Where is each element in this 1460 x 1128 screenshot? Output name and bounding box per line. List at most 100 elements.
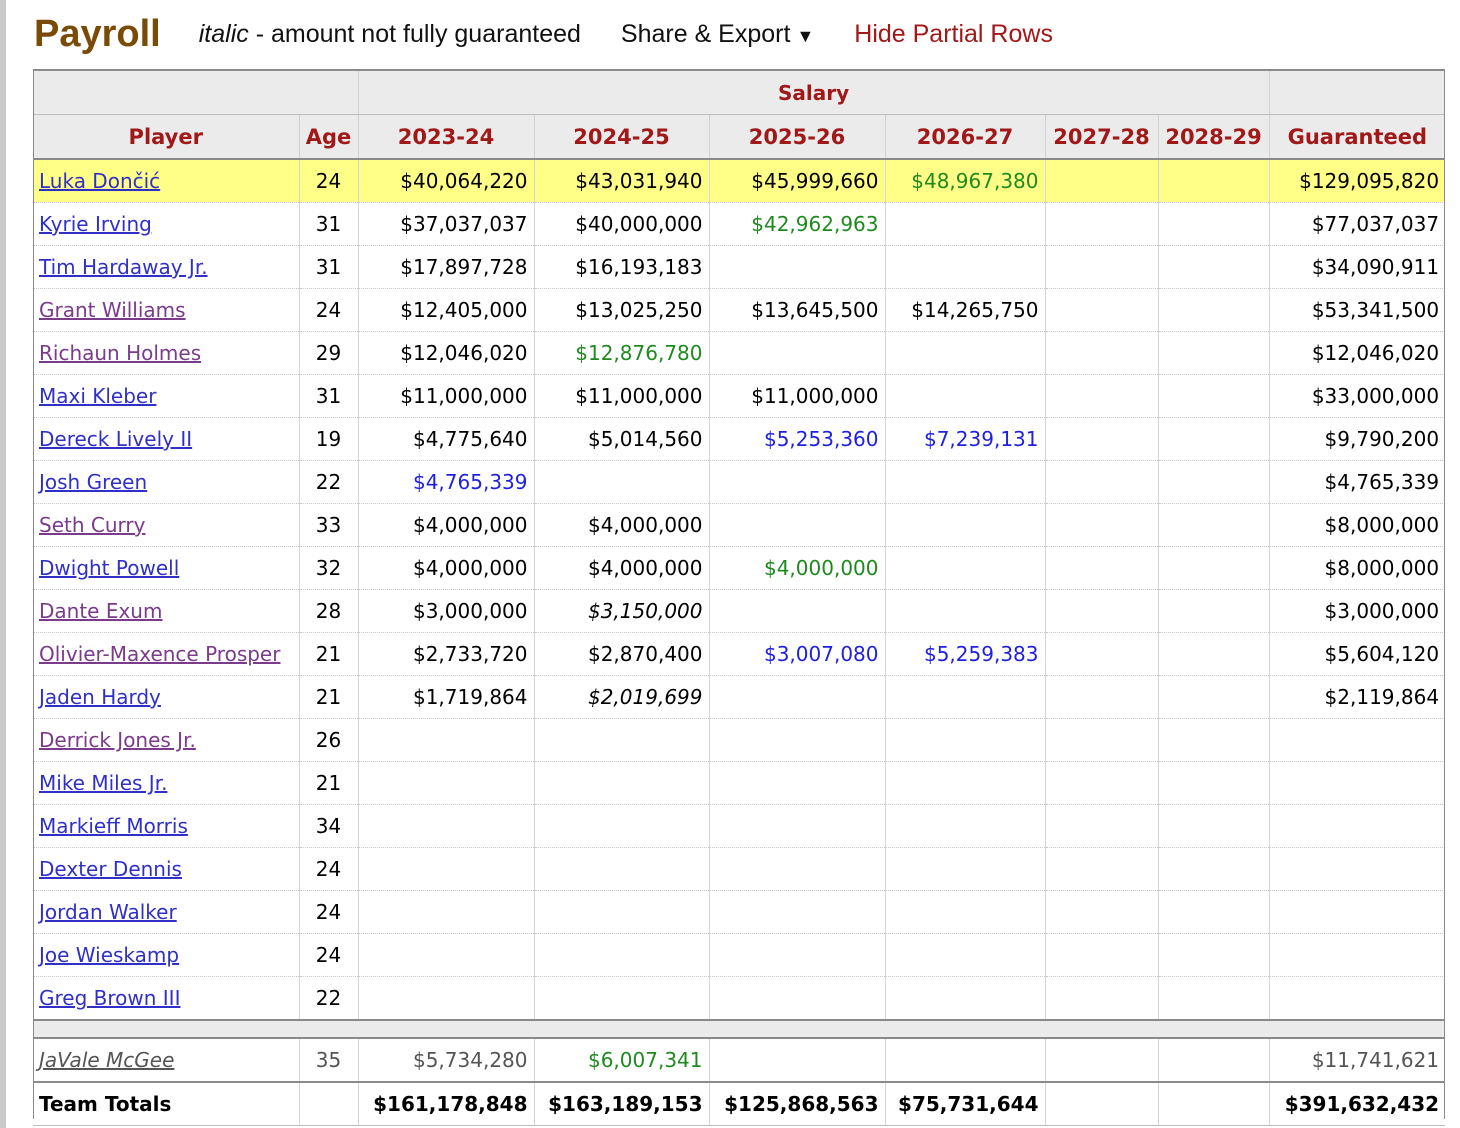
player-link[interactable]: Jordan Walker xyxy=(39,900,177,924)
age-cell: 21 xyxy=(299,675,359,719)
age-cell: 24 xyxy=(299,890,359,934)
salary-group-header: Salary xyxy=(357,69,1270,115)
salary-cell xyxy=(358,804,535,848)
player-link[interactable]: Dereck Lively II xyxy=(39,427,193,451)
player-link[interactable]: Mike Miles Jr. xyxy=(39,771,168,795)
age-cell: 19 xyxy=(299,417,359,461)
table-row: Dexter Dennis 24 xyxy=(33,847,1446,891)
salary-cell xyxy=(1045,374,1159,418)
salary-cell xyxy=(1045,589,1159,633)
salary-cell: $2,019,699 xyxy=(534,675,710,719)
table-row: Dwight Powell 32 $4,000,000 $4,000,000 $… xyxy=(33,546,1446,590)
player-link[interactable]: Seth Curry xyxy=(39,513,146,537)
over-header-blank xyxy=(33,69,359,115)
table-row: Greg Brown III 22 xyxy=(33,976,1446,1021)
col-header-2027-28[interactable]: 2027-28 xyxy=(1045,114,1159,160)
salary-cell xyxy=(1045,417,1159,461)
salary-cell: $4,000,000 xyxy=(534,503,710,547)
player-link[interactable]: Kyrie Irving xyxy=(39,212,152,236)
player-link[interactable]: Greg Brown III xyxy=(39,986,181,1010)
salary-cell xyxy=(709,804,886,848)
salary-cell xyxy=(1158,718,1270,762)
table-row: Grant Williams 24 $12,405,000 $13,025,25… xyxy=(33,288,1446,332)
player-link[interactable]: Markieff Morris xyxy=(39,814,188,838)
guaranteed-cell xyxy=(1269,890,1446,934)
salary-cell xyxy=(1045,718,1159,762)
guaranteed-cell: $77,037,037 xyxy=(1269,202,1446,246)
salary-cell xyxy=(534,976,710,1021)
total-guaranteed-cell: $391,632,432 xyxy=(1269,1082,1446,1126)
salary-cell xyxy=(1158,331,1270,375)
player-link[interactable]: Richaun Holmes xyxy=(39,341,202,365)
salary-cell xyxy=(1158,804,1270,848)
salary-cell xyxy=(885,890,1046,934)
salary-cell: $48,967,380 xyxy=(885,159,1046,203)
salary-cell xyxy=(1045,1038,1159,1083)
table-row: Olivier-Maxence Prosper 21 $2,733,720 $2… xyxy=(33,632,1446,676)
age-cell: 29 xyxy=(299,331,359,375)
col-header-player[interactable]: Player xyxy=(33,114,300,160)
salary-cell xyxy=(534,890,710,934)
salary-cell xyxy=(1045,675,1159,719)
col-header-2023-24[interactable]: 2023-24 xyxy=(358,114,535,160)
salary-cell xyxy=(534,847,710,891)
player-link[interactable]: Josh Green xyxy=(39,470,148,494)
col-header-age[interactable]: Age xyxy=(299,114,359,160)
salary-cell xyxy=(709,503,886,547)
salary-cell: $17,897,728 xyxy=(358,245,535,289)
salary-cell xyxy=(1158,847,1270,891)
col-header-guaranteed[interactable]: Guaranteed xyxy=(1269,114,1446,160)
salary-cell: $4,000,000 xyxy=(709,546,886,590)
player-link[interactable]: JaVale McGee xyxy=(39,1048,175,1072)
guaranteed-cell: $129,095,820 xyxy=(1269,159,1446,203)
player-link[interactable]: Dante Exum xyxy=(39,599,163,623)
player-link[interactable]: Maxi Kleber xyxy=(39,384,157,408)
player-link[interactable]: Dexter Dennis xyxy=(39,857,182,881)
hide-partial-rows-link[interactable]: Hide Partial Rows xyxy=(854,19,1053,48)
guaranteed-cell xyxy=(1269,933,1446,977)
salary-cell: $11,000,000 xyxy=(709,374,886,418)
col-header-2028-29[interactable]: 2028-29 xyxy=(1158,114,1270,160)
table-row: Dereck Lively II 19 $4,775,640 $5,014,56… xyxy=(33,417,1446,461)
player-link[interactable]: Dwight Powell xyxy=(39,556,180,580)
col-header-2026-27[interactable]: 2026-27 xyxy=(885,114,1046,160)
salary-cell xyxy=(358,890,535,934)
column-header-row: Player Age 2023-24 2024-25 2025-26 2026-… xyxy=(33,114,1446,160)
salary-cell: $40,064,220 xyxy=(358,159,535,203)
table-row: Maxi Kleber 31 $11,000,000 $11,000,000 $… xyxy=(33,374,1446,418)
total-cell: $161,178,848 xyxy=(358,1082,535,1126)
player-link[interactable]: Olivier-Maxence Prosper xyxy=(39,642,281,666)
table-row: Luka Dončić 24 $40,064,220 $43,031,940 $… xyxy=(33,159,1446,203)
salary-cell: $2,733,720 xyxy=(358,632,535,676)
salary-cell xyxy=(709,976,886,1021)
player-link[interactable]: Luka Dončić xyxy=(39,169,161,193)
salary-cell xyxy=(1158,374,1270,418)
salary-cell xyxy=(885,933,1046,977)
age-cell: 24 xyxy=(299,933,359,977)
guaranteed-cell: $4,765,339 xyxy=(1269,460,1446,504)
salary-cell: $5,259,383 xyxy=(885,632,1046,676)
table-row: Joe Wieskamp 24 xyxy=(33,933,1446,977)
age-cell: 31 xyxy=(299,374,359,418)
guaranteed-cell xyxy=(1269,718,1446,762)
salary-cell xyxy=(885,761,1046,805)
guaranteed-cell: $12,046,020 xyxy=(1269,331,1446,375)
share-export-menu[interactable]: Share & Export ▼ xyxy=(621,20,814,49)
salary-cell: $4,000,000 xyxy=(358,503,535,547)
salary-cell xyxy=(1158,933,1270,977)
table-row: Jordan Walker 24 xyxy=(33,890,1446,934)
col-header-2025-26[interactable]: 2025-26 xyxy=(709,114,886,160)
note-italic-word: italic xyxy=(198,19,249,48)
salary-cell xyxy=(709,675,886,719)
player-link[interactable]: Derrick Jones Jr. xyxy=(39,728,196,752)
salary-cell: $42,962,963 xyxy=(709,202,886,246)
player-link[interactable]: Tim Hardaway Jr. xyxy=(39,255,208,279)
player-link[interactable]: Jaden Hardy xyxy=(39,685,161,709)
col-header-2024-25[interactable]: 2024-25 xyxy=(534,114,710,160)
salary-cell: $12,876,780 xyxy=(534,331,710,375)
salary-cell: $43,031,940 xyxy=(534,159,710,203)
salary-cell: $4,000,000 xyxy=(358,546,535,590)
player-link[interactable]: Joe Wieskamp xyxy=(39,943,180,967)
guaranteed-cell xyxy=(1269,804,1446,848)
player-link[interactable]: Grant Williams xyxy=(39,298,186,322)
